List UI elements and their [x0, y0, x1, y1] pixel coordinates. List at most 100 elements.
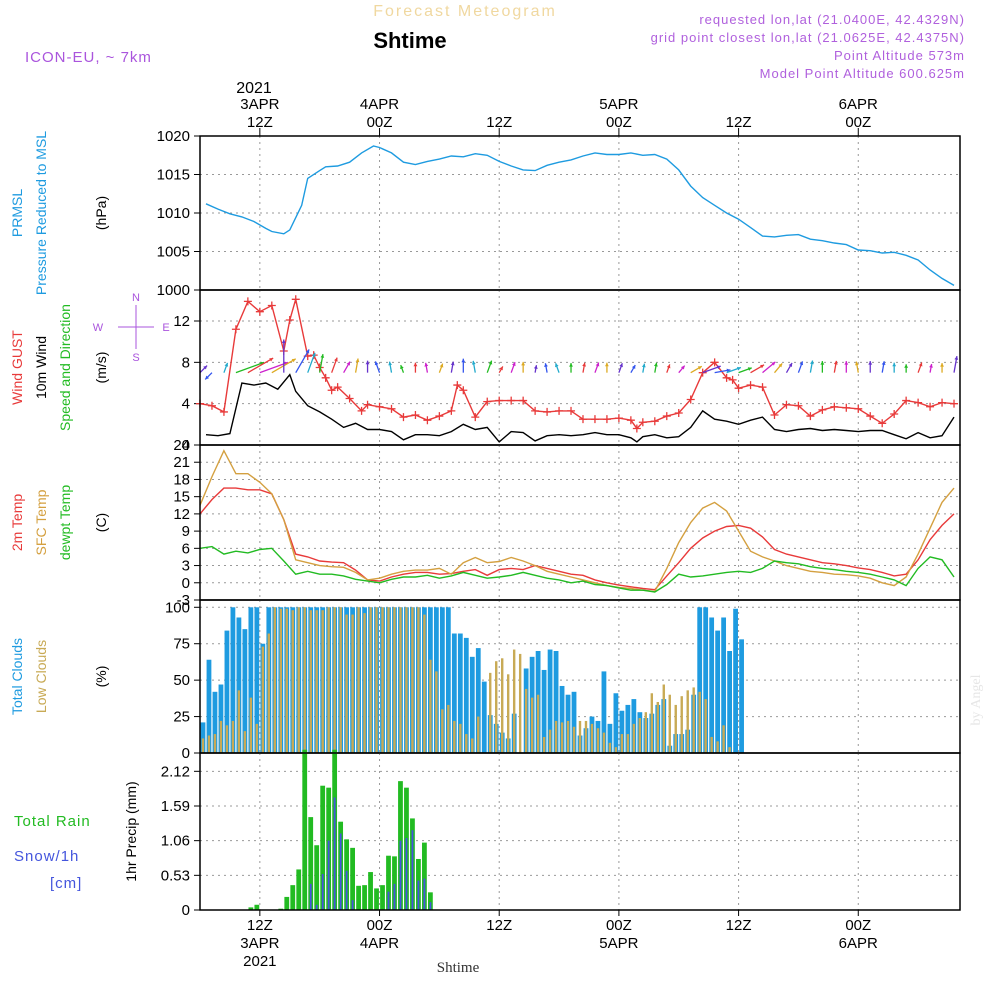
panel-label: PRMSL [9, 189, 25, 237]
total-cloud-bar [242, 629, 248, 753]
wind-arrow-head [697, 366, 702, 370]
wind-arrow-head [619, 363, 623, 368]
snow-bar [345, 870, 348, 910]
y-tick-label: 24 [173, 437, 190, 454]
wind-arrow-head [499, 366, 503, 371]
low-cloud-bar [524, 688, 528, 753]
total-cloud-bar [607, 723, 613, 753]
wind-arrow-head [736, 366, 741, 371]
series-line-prmsl [205, 145, 955, 287]
total-cloud-bar [206, 659, 212, 753]
low-cloud-bar [453, 720, 456, 753]
y-tick-label: 1020 [157, 128, 190, 145]
snow-bar [333, 797, 336, 910]
rain-bar [374, 888, 379, 910]
wind-arrow-head [726, 368, 731, 373]
low-cloud-bar [530, 697, 534, 753]
wind-arrow-head [269, 358, 274, 362]
low-cloud-bar [512, 649, 516, 753]
y-tick-label: 1000 [157, 282, 190, 299]
wind-arrow-head [833, 360, 838, 365]
low-cloud-bar [626, 734, 630, 753]
wind-arrow-head [771, 361, 776, 366]
y-tick-label: 18 [173, 471, 190, 488]
gust-marker [902, 396, 911, 405]
total-cloud-bar [715, 630, 721, 753]
top-tick-hour: 12Z [726, 114, 752, 131]
low-cloud-bar [351, 614, 354, 753]
low-cloud-bar [692, 687, 695, 753]
gust-marker [950, 399, 959, 408]
low-cloud-bar [506, 674, 510, 753]
low-cloud-bar [357, 607, 360, 753]
total-cloud-bar [248, 607, 254, 753]
gust-marker [507, 396, 516, 405]
snow-bar [417, 880, 420, 910]
gust-marker [375, 402, 384, 411]
wind-arrow-head [820, 361, 825, 365]
y-tick-label: 1015 [157, 167, 190, 184]
gust-marker [632, 424, 641, 433]
wind-arrow-head [533, 365, 538, 369]
wind-arrow-head [799, 361, 804, 366]
rain-bar [308, 817, 314, 910]
gust-marker [447, 406, 456, 415]
gust-marker [345, 394, 354, 403]
wind-arrow-head [844, 361, 849, 365]
y-tick-label: 0 [182, 575, 190, 592]
low-cloud-bar [411, 607, 414, 753]
y-tick-label: 0.53 [161, 867, 190, 884]
bottom-tick-hour: 00Z [845, 917, 871, 934]
wind-arrow-head [954, 356, 959, 360]
y-tick-label: 0 [182, 902, 190, 919]
wind-arrow-head [312, 352, 316, 357]
total-cloud-bar [619, 710, 625, 753]
gust-marker [890, 410, 899, 418]
low-cloud-bar [698, 691, 701, 753]
bottom-tick-year: 2021 [243, 953, 276, 970]
wind-arrow-head [595, 362, 600, 367]
y-tick-label: 9 [182, 523, 190, 540]
low-cloud-bar [650, 693, 654, 753]
y-tick-label: 1.59 [161, 798, 190, 815]
gust-marker [722, 373, 731, 382]
low-cloud-bar [327, 607, 330, 753]
rain-bar [386, 855, 391, 910]
series-line-10m-wind [205, 373, 955, 443]
gust-marker [686, 395, 695, 404]
rain-bar [296, 869, 302, 910]
low-cloud-bar [728, 747, 731, 753]
signature: by Angel [969, 674, 984, 725]
low-cloud-bar [560, 722, 564, 753]
low-cloud-bar [219, 720, 223, 753]
low-cloud-bar [321, 610, 324, 753]
snow-bar [393, 883, 396, 910]
low-cloud-bar [680, 696, 683, 753]
snow-bar [309, 883, 312, 910]
low-cloud-bar [596, 728, 600, 753]
low-cloud-bar [674, 704, 677, 753]
wind-arrow-head [778, 363, 783, 368]
bottom-tick-day: 4APR [360, 935, 399, 952]
panel-label: Total Clouds [9, 638, 25, 715]
low-cloud-bar [213, 734, 217, 753]
low-cloud-bar [501, 658, 504, 753]
gust-marker [710, 358, 719, 367]
wind-direction-arrow [247, 357, 274, 374]
low-cloud-bar [279, 608, 282, 753]
low-cloud-bar [566, 720, 570, 753]
low-cloud-bar [662, 684, 665, 753]
gust-marker [590, 415, 599, 424]
rain-bar [302, 749, 308, 910]
panel-labels: Total Clouds Low Clouds (%) [9, 638, 109, 715]
wind-arrow-head [424, 362, 429, 367]
gust-marker [866, 412, 875, 421]
total-cloud-bar [541, 669, 547, 753]
gust-marker [626, 416, 635, 425]
gust-marker [818, 405, 827, 414]
gust-marker [698, 368, 707, 377]
wind-direction-arrow [307, 352, 316, 373]
wind-arrow-head [788, 363, 793, 367]
rain-bar [356, 885, 361, 910]
